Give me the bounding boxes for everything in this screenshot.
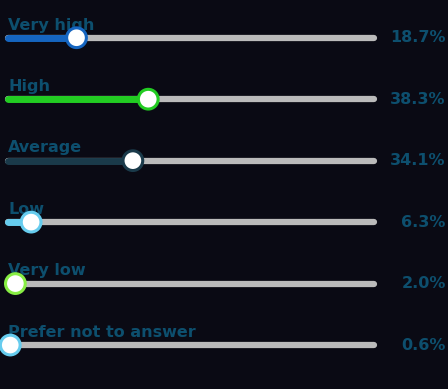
Text: 38.3%: 38.3% — [390, 92, 446, 107]
Ellipse shape — [138, 89, 158, 109]
Ellipse shape — [123, 151, 143, 170]
Text: Prefer not to answer: Prefer not to answer — [8, 325, 196, 340]
Ellipse shape — [5, 274, 25, 293]
Ellipse shape — [67, 28, 86, 47]
Ellipse shape — [0, 335, 20, 355]
Text: Very low: Very low — [8, 263, 86, 279]
Text: 2.0%: 2.0% — [401, 276, 446, 291]
Text: High: High — [8, 79, 50, 94]
Text: 18.7%: 18.7% — [390, 30, 446, 45]
Text: Very high: Very high — [8, 18, 95, 33]
Text: 6.3%: 6.3% — [401, 215, 446, 230]
Text: 34.1%: 34.1% — [390, 153, 446, 168]
Text: 0.6%: 0.6% — [401, 338, 446, 352]
Text: Average: Average — [8, 140, 82, 156]
Text: Low: Low — [8, 202, 44, 217]
Ellipse shape — [21, 212, 41, 232]
